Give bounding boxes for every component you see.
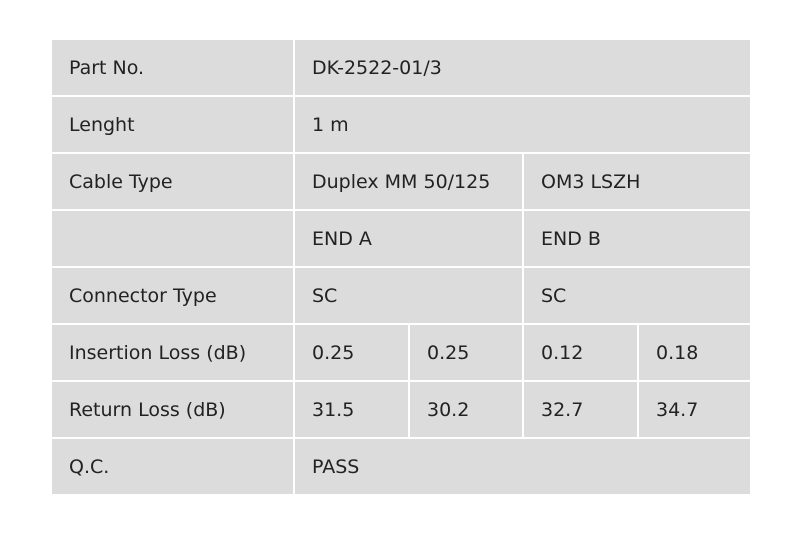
row-value: SC <box>295 268 522 323</box>
row-value: SC <box>524 268 750 323</box>
row-label: Connector Type <box>52 268 293 323</box>
row-value: END B <box>524 211 750 266</box>
row-label: Lenght <box>52 97 293 152</box>
row-value: 0.25 <box>410 325 522 380</box>
row-value: END A <box>295 211 522 266</box>
row-label: Q.C. <box>52 439 293 494</box>
row-value: 1 m <box>295 97 750 152</box>
row-value: 0.25 <box>295 325 408 380</box>
row-value: 30.2 <box>410 382 522 437</box>
row-label: Insertion Loss (dB) <box>52 325 293 380</box>
row-value: OM3 LSZH <box>524 154 750 209</box>
row-label: Part No. <box>52 40 293 95</box>
row-value: 32.7 <box>524 382 637 437</box>
spec-table: Part No. DK-2522-01/3 Lenght 1 m Cable Type D… <box>52 40 750 494</box>
row-value: 31.5 <box>295 382 408 437</box>
row-label: Return Loss (dB) <box>52 382 293 437</box>
row-value: Duplex MM 50/125 <box>295 154 522 209</box>
row-value: PASS <box>295 439 750 494</box>
row-value: 0.12 <box>524 325 637 380</box>
row-value: 0.18 <box>639 325 750 380</box>
row-label: Cable Type <box>52 154 293 209</box>
row-value: DK-2522-01/3 <box>295 40 750 95</box>
row-value: 34.7 <box>639 382 750 437</box>
row-label <box>52 211 293 266</box>
